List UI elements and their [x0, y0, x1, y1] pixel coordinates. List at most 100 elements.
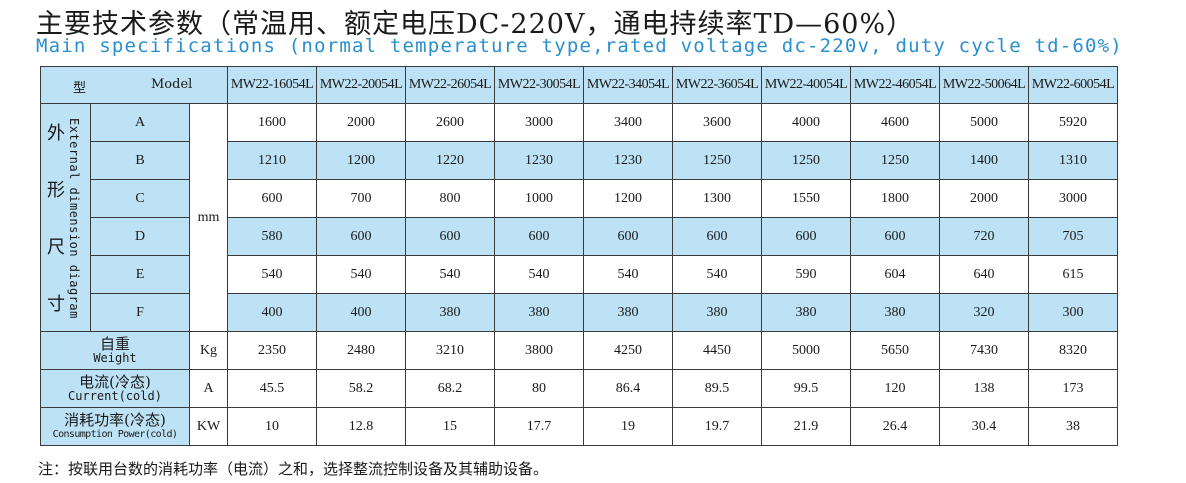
value-cell: 3600 [672, 103, 763, 142]
value-cell: 1300 [672, 179, 763, 218]
value-cell: 2600 [405, 103, 496, 142]
dim-label-char: 外 [47, 123, 65, 145]
value-cell: 5000 [939, 103, 1030, 142]
value-cell: 19 [583, 407, 674, 446]
value-cell: 705 [1028, 217, 1119, 256]
value-cell: 600 [316, 217, 407, 256]
row-label-cn: 电流(冷态) [79, 373, 151, 391]
value-cell: 15 [405, 407, 496, 446]
spec-row: 电流(冷态) Current(cold) A 45.5 58.2 68.2 80 86.4 89… [40, 369, 1119, 408]
model-name: MW22-60054L [1028, 66, 1119, 104]
row-label-en: Current(cold) [68, 389, 162, 403]
unit-cell: A [188, 369, 229, 408]
model-header-cell: 型 Model [39, 66, 229, 104]
value-cell: 4600 [850, 103, 941, 142]
value-cell: 600 [583, 217, 674, 256]
value-cell: 45.5 [227, 369, 318, 408]
value-cell: 1400 [939, 141, 1030, 180]
value-cell: 1230 [494, 141, 585, 180]
value-cell: 540 [583, 255, 674, 294]
row-label: 自重 Weight [40, 331, 190, 370]
row-label: E [90, 255, 190, 294]
dim-label-char: 形 [47, 180, 65, 202]
dim-label-char: 尺 [47, 236, 65, 258]
footnote: 注：按联用台数的消耗功率（电流）之和，选择整流控制设备及其辅助设备。 [38, 460, 549, 478]
model-header-cn: 型 [73, 81, 87, 96]
row-label: 消耗功率(冷态) Consumption Power(cold) [40, 407, 190, 446]
value-cell: 5650 [850, 331, 941, 370]
value-cell: 600 [227, 179, 318, 218]
value-cell: 2000 [939, 179, 1030, 218]
value-cell: 580 [227, 217, 318, 256]
value-cell: 99.5 [761, 369, 852, 408]
value-cell: 1310 [1028, 141, 1119, 180]
value-cell: 400 [316, 293, 407, 332]
value-cell: 3000 [494, 103, 585, 142]
value-cell: 1210 [227, 141, 318, 180]
unit-cell: Kg [188, 331, 229, 370]
value-cell: 2000 [316, 103, 407, 142]
value-cell: 640 [939, 255, 1030, 294]
value-cell: 3000 [1028, 179, 1119, 218]
value-cell: 600 [761, 217, 852, 256]
model-name: MW22-36054L [672, 66, 763, 104]
value-cell: 1230 [583, 141, 674, 180]
value-cell: 26.4 [850, 407, 941, 446]
row-label-cn: 消耗功率(冷态) [64, 411, 166, 429]
value-cell: 4450 [672, 331, 763, 370]
row-label: A [90, 103, 190, 142]
value-cell: 590 [761, 255, 852, 294]
value-cell: 89.5 [672, 369, 763, 408]
value-cell: 68.2 [405, 369, 496, 408]
value-cell: 4000 [761, 103, 852, 142]
row-label-cn: 自重 [99, 335, 130, 353]
value-cell: 138 [939, 369, 1030, 408]
value-cell: 1800 [850, 179, 941, 218]
value-cell: 1250 [672, 141, 763, 180]
row-label-en: Weight [93, 351, 137, 365]
value-cell: 58.2 [316, 369, 407, 408]
value-cell: 380 [405, 293, 496, 332]
dim-label-en: External dimension diagram [67, 117, 81, 319]
value-cell: 1600 [227, 103, 318, 142]
row-label: B [90, 141, 190, 180]
value-cell: 540 [227, 255, 318, 294]
value-cell: 380 [850, 293, 941, 332]
value-cell: 540 [494, 255, 585, 294]
value-cell: 10 [227, 407, 318, 446]
value-cell: 8320 [1028, 331, 1119, 370]
value-cell: 380 [583, 293, 674, 332]
value-cell: 30.4 [939, 407, 1030, 446]
value-cell: 380 [494, 293, 585, 332]
dim-label-char: 寸 [47, 293, 65, 315]
value-cell: 38 [1028, 407, 1119, 446]
spec-row: 自重 Weight Kg 2350 2480 3210 3800 4250 4450 5000 56… [40, 331, 1119, 370]
value-cell: 4250 [583, 331, 674, 370]
value-cell: 2480 [316, 331, 407, 370]
value-cell: 600 [850, 217, 941, 256]
value-cell: 700 [316, 179, 407, 218]
value-cell: 173 [1028, 369, 1119, 408]
row-label-en: Consumption Power(cold) [52, 429, 178, 440]
model-name: MW22-16054L [227, 66, 318, 104]
model-name: MW22-40054L [761, 66, 852, 104]
header-row: 型 Model MW22-16054L MW22-20054L MW22-260… [39, 66, 1119, 104]
value-cell: 2350 [227, 331, 318, 370]
value-cell: 3210 [405, 331, 496, 370]
model-name: MW22-46054L [850, 66, 941, 104]
value-cell: 720 [939, 217, 1030, 256]
value-cell: 1220 [405, 141, 496, 180]
model-name: MW22-50064L [939, 66, 1030, 104]
value-cell: 380 [761, 293, 852, 332]
dim-label-cn: 外形尺寸 [47, 105, 65, 331]
value-cell: 120 [850, 369, 941, 408]
value-cell: 540 [672, 255, 763, 294]
value-cell: 1550 [761, 179, 852, 218]
spec-row: 消耗功率(冷态) Consumption Power(cold) KW 10 12.8 1… [40, 407, 1119, 446]
unit-cell: mm [188, 103, 229, 332]
value-cell: 540 [316, 255, 407, 294]
value-cell: 86.4 [583, 369, 674, 408]
spec-table: 型 Model MW22-16054L MW22-20054L MW22-260… [39, 66, 1119, 446]
value-cell: 600 [494, 217, 585, 256]
